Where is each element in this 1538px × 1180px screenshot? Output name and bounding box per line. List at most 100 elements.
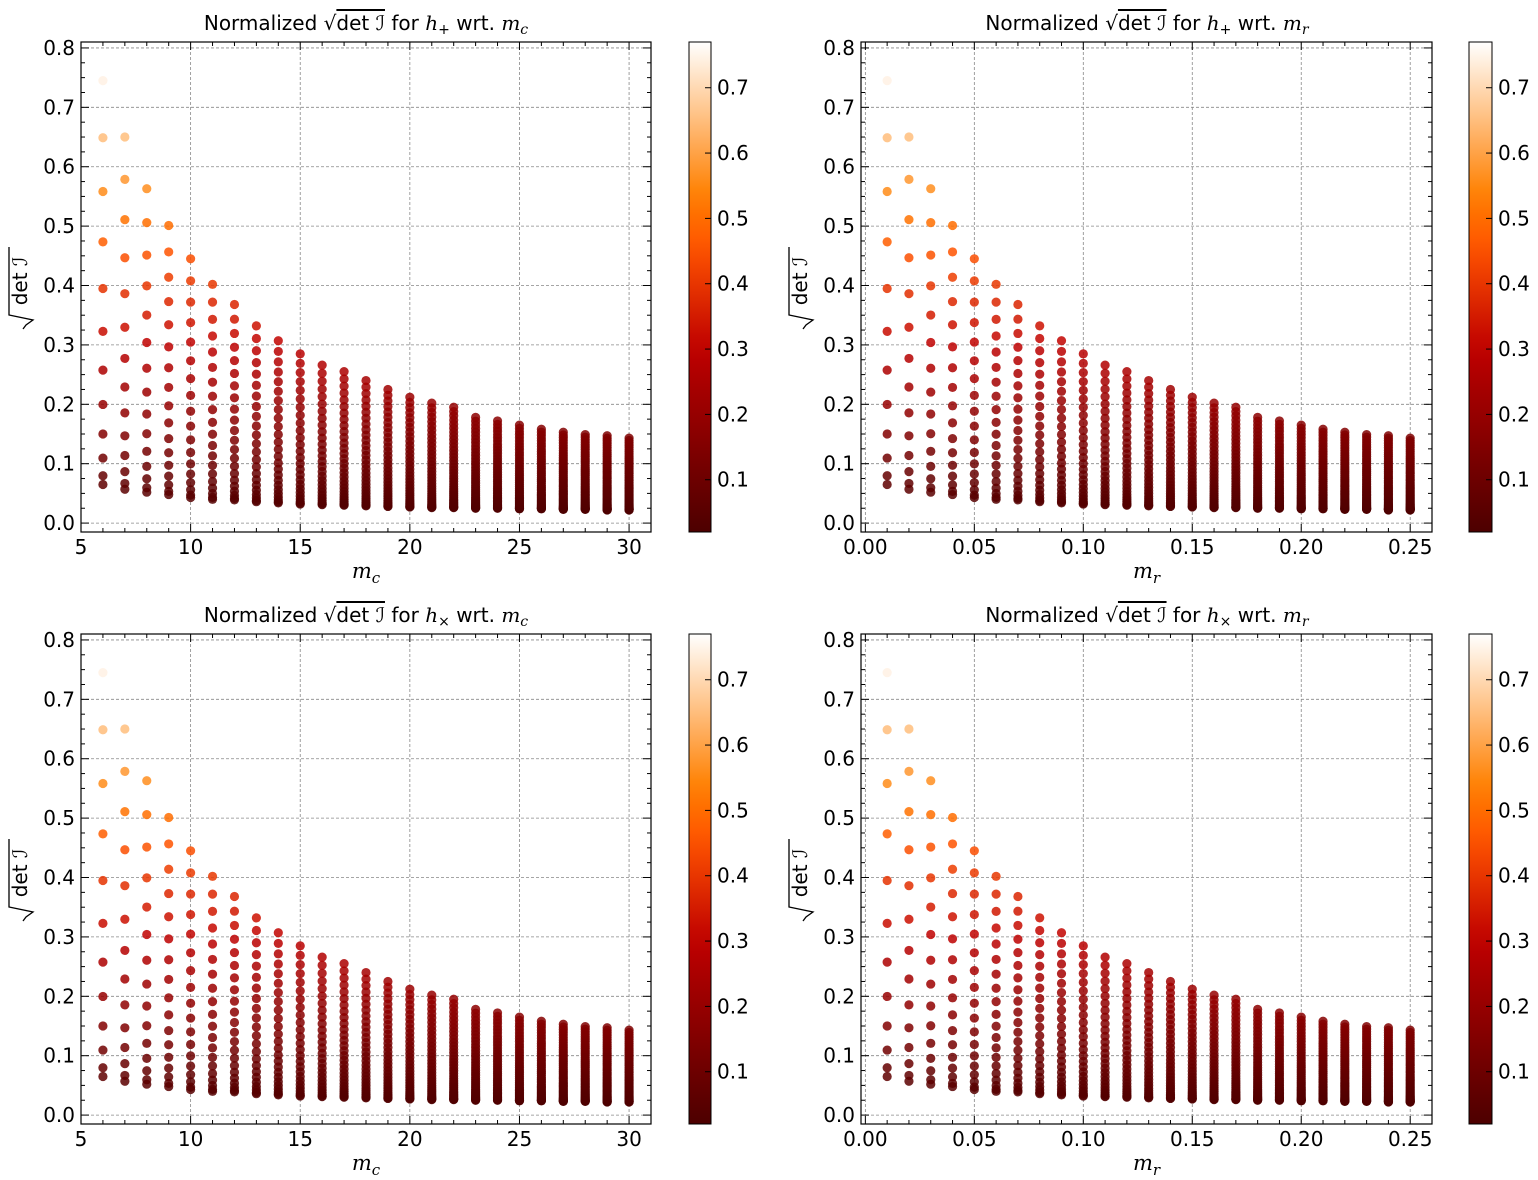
colorbar-tick-label: 0.6 [717,733,749,757]
scatter-point [882,778,892,789]
scatter-point [273,413,283,423]
scatter-point [1078,1017,1088,1028]
y-tick-label: 0.7 [823,687,855,711]
scatter-point [164,912,174,922]
scatter-point [1100,406,1110,416]
scatter-point [207,314,218,324]
scatter-point [1013,947,1023,958]
scatter-point [273,938,283,949]
scatter-point [1405,433,1415,443]
scatter-point [295,959,305,970]
scatter-point [251,961,261,971]
scatter-point [317,991,327,1001]
scatter-point [1122,408,1132,418]
scatter-point [904,431,914,441]
x-tick-label: 0.15 [1170,535,1215,559]
scatter-point [142,1066,152,1076]
scatter-point [926,218,936,228]
x-tick-label: 5 [75,535,88,559]
scatter-point [207,954,218,965]
scatter-point [904,807,914,817]
scatter-point [273,437,283,447]
scatter-point [991,483,1001,493]
scatter-point [207,923,218,933]
scatter-point [207,983,218,993]
scatter-point [1100,427,1110,437]
axes-frame [860,633,1433,1125]
scatter-point [164,471,174,481]
scatter-point [947,471,958,481]
scatter-point [251,1022,261,1032]
scatter-point [142,218,152,228]
x-tick-label: 0.00 [843,535,888,559]
scatter-point [471,1004,481,1014]
scatter-point [904,174,914,184]
scatter-point [1035,421,1045,431]
scatter-point [1100,960,1110,970]
scatter-point [1035,462,1045,472]
y-tick-label: 0.0 [43,1103,75,1127]
scatter-point [186,965,196,976]
scatter-point [295,367,305,378]
scatter-point [1078,385,1088,395]
scatter-point [186,868,196,878]
scatter-point [1122,414,1132,424]
scatter-point [186,447,196,458]
scatter-point [295,446,305,456]
scatter-point [317,960,327,970]
scatter-point [1056,1013,1067,1024]
scatter-point [1362,1021,1372,1032]
panel-title: Normalized √det ℐ for h+ wrt. mc [204,11,528,38]
colorbar-tick-label: 0.1 [717,1060,749,1084]
scatter-point [969,1013,979,1023]
scatter-point [295,1010,305,1020]
scatter-point [339,388,349,398]
scatter-point [142,184,152,194]
scatter-point [142,979,152,989]
scatter-point [904,467,914,477]
x-tick-label: 0.20 [1279,1127,1324,1151]
x-tick-label: 5 [75,1127,88,1151]
x-tick-label: 25 [507,535,532,559]
scatter-point [969,1027,979,1037]
scatter-point [991,1032,1001,1043]
scatter-point [120,408,130,418]
scatter-point [229,468,240,479]
scatter-point [1013,475,1023,485]
scatter-point [317,1012,327,1022]
scatter-point [926,281,936,291]
scatter-point [317,1005,327,1015]
scatter-point [1144,389,1154,399]
scatter-point [295,950,305,960]
scatter-point [142,387,152,397]
scatter-point [164,342,174,352]
scatter-point [98,471,108,481]
scatter-point [558,427,568,437]
scatter-point [186,1051,196,1061]
scatter-point [207,347,218,357]
scatter-point [882,429,892,439]
scatter-point [229,299,240,310]
scatter-point [164,363,174,373]
scatter-point [142,955,152,965]
scatter-point [1100,991,1110,1001]
scatter-point [1013,934,1023,944]
scatter-point [295,969,305,979]
scatter-point [449,994,459,1004]
scatter-point [186,356,196,366]
scatter-point [98,326,108,336]
scatter-point [120,132,130,142]
scatter-point [969,1051,979,1061]
scatter-point [1056,458,1067,468]
scatter-point [164,460,174,470]
scatter-point [1122,987,1132,997]
scatter-point [1362,429,1372,440]
scatter-point [492,1008,503,1018]
scatter-point [229,475,240,485]
scatter-point [1035,346,1045,356]
scatter-point [186,337,196,347]
scatter-point [251,1060,261,1071]
scatter-point [295,994,305,1004]
scatter-point [229,342,240,352]
scatter-point [991,906,1001,916]
